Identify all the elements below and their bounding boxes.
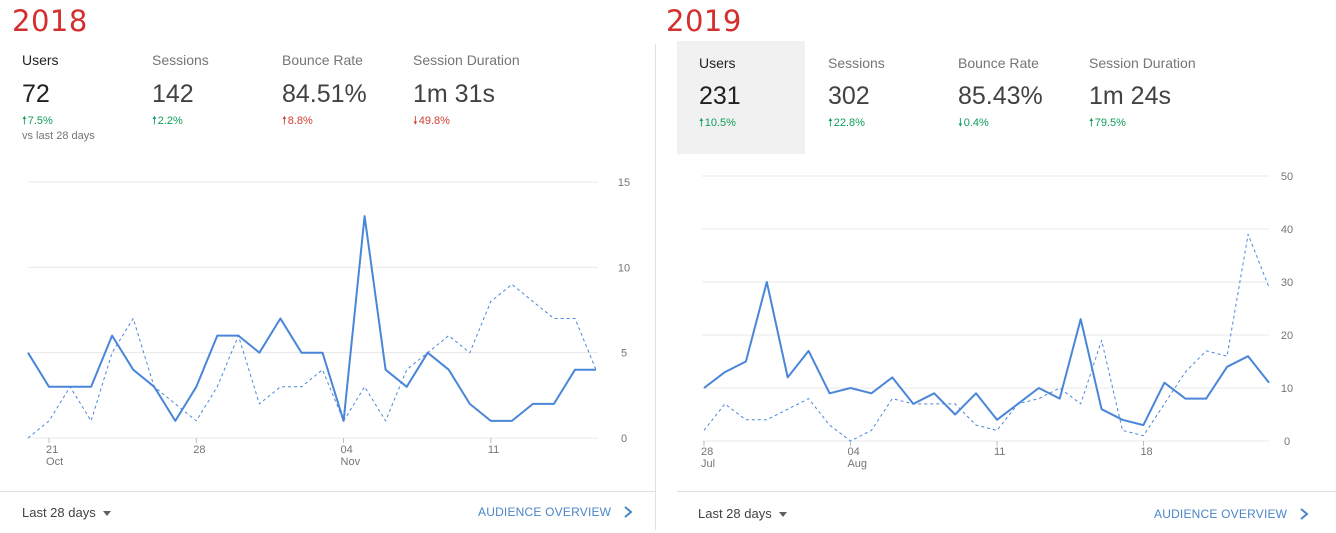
metric-label: Users	[22, 52, 59, 68]
metric-change-value: 0.4%	[963, 117, 989, 129]
metric-change: 🠕22.8%	[828, 114, 865, 133]
metric-change: 🠕8.8%	[282, 112, 313, 131]
metric-users[interactable]: Users 72 🠕7.5% vs last 28 days	[0, 42, 128, 154]
metric-change: 🠕10.5%	[699, 114, 736, 133]
y-tick-label: 0	[1284, 436, 1290, 448]
metric-change-value: 79.5%	[1094, 117, 1126, 129]
y-tick-label: 15	[618, 177, 630, 189]
arrow-up-icon: 🠕	[699, 117, 704, 129]
metric-label: Bounce Rate	[282, 52, 363, 68]
caret-down-icon	[102, 511, 111, 517]
x-tick-label: 04	[341, 444, 353, 456]
x-tick-month-label: Jul	[701, 458, 715, 470]
arrow-down-icon: 🠗	[958, 117, 963, 129]
metric-label: Session Duration	[1089, 55, 1196, 71]
metric-change-value: 10.5%	[704, 117, 736, 129]
metric-change-value: 22.8%	[833, 117, 865, 129]
metric-change: 🠗49.8%	[413, 112, 450, 131]
x-tick-label: 04	[847, 446, 859, 458]
metric-value: 72	[22, 80, 50, 108]
caret-down-icon	[778, 512, 787, 518]
metric-change-value: 49.8%	[418, 115, 450, 127]
y-tick-label: 40	[1281, 224, 1293, 236]
comparison-series-line	[703, 233, 1270, 442]
x-tick-label: 21	[46, 444, 58, 456]
metric-label: Sessions	[828, 55, 885, 71]
y-tick-label: 30	[1281, 277, 1293, 289]
metric-change: 🠕7.5%	[22, 112, 53, 131]
metric-label: Session Duration	[413, 52, 520, 68]
metric-change-value: 8.8%	[287, 115, 313, 127]
x-tick-label: 18	[1140, 446, 1152, 458]
metric-value: 85.43%	[958, 82, 1043, 110]
metric-sessions[interactable]: Sessions 142 🠕2.2%	[130, 42, 258, 154]
metric-value: 1m 24s	[1089, 82, 1171, 110]
date-range-dropdown[interactable]: Last 28 days	[698, 506, 787, 521]
audience-overview-link[interactable]: AUDIENCE OVERVIEW	[478, 505, 612, 519]
footer-divider	[0, 491, 655, 492]
arrow-up-icon: 🠕	[282, 115, 287, 127]
metric-value: 142	[152, 80, 194, 108]
panel-2018: 2018 Users 72 🠕7.5% vs last 28 days Sess…	[0, 0, 655, 533]
chevron-right-icon[interactable]	[1297, 507, 1311, 521]
metric-session-duration[interactable]: Session Duration 1m 31s 🠗49.8%	[391, 42, 541, 154]
comparison-note: vs last 28 days	[22, 130, 95, 142]
metric-change: 🠗0.4%	[958, 114, 989, 133]
users-series-line	[27, 215, 596, 422]
metric-bounce-rate[interactable]: Bounce Rate 84.51% 🠕8.8%	[260, 42, 388, 154]
chevron-right-icon[interactable]	[621, 505, 635, 519]
metric-value: 302	[828, 82, 870, 110]
x-tick-label: 11	[488, 444, 499, 456]
users-series-line	[703, 281, 1270, 427]
y-tick-label: 20	[1281, 330, 1293, 342]
arrow-up-icon: 🠕	[22, 115, 27, 127]
x-tick-label: 11	[994, 446, 1005, 458]
x-tick-label: 28	[701, 446, 713, 458]
metric-users[interactable]: Users 231 🠕10.5%	[677, 41, 805, 154]
metric-label: Bounce Rate	[958, 55, 1039, 71]
metric-label: Users	[699, 55, 736, 71]
year-label-2019: 2019	[666, 4, 742, 38]
arrow-up-icon: 🠕	[152, 115, 157, 127]
metric-bounce-rate[interactable]: Bounce Rate 85.43% 🠗0.4%	[936, 41, 1064, 153]
metric-change: 🠕2.2%	[152, 112, 183, 131]
metric-label: Sessions	[152, 52, 209, 68]
date-range-dropdown[interactable]: Last 28 days	[22, 505, 111, 520]
footer-divider	[677, 491, 1336, 492]
metric-sessions[interactable]: Sessions 302 🠕22.8%	[806, 41, 934, 153]
year-label-2018: 2018	[12, 4, 88, 38]
metric-value: 84.51%	[282, 80, 367, 108]
y-tick-label: 5	[621, 348, 627, 360]
comparison-series-line	[27, 283, 597, 439]
x-tick-month-label: Aug	[847, 458, 867, 470]
metric-value: 231	[699, 82, 741, 110]
metric-value: 1m 31s	[413, 80, 495, 108]
x-tick-month-label: Nov	[341, 456, 361, 468]
metric-session-duration[interactable]: Session Duration 1m 24s 🠕79.5%	[1067, 41, 1217, 153]
y-tick-label: 10	[1281, 383, 1293, 395]
y-tick-label: 0	[621, 433, 627, 445]
date-range-label: Last 28 days	[698, 506, 772, 521]
arrow-up-icon: 🠕	[828, 117, 833, 129]
arrow-up-icon: 🠕	[1089, 117, 1094, 129]
arrow-down-icon: 🠗	[413, 115, 418, 127]
y-tick-label: 10	[618, 262, 630, 274]
audience-overview-link[interactable]: AUDIENCE OVERVIEW	[1154, 507, 1288, 521]
date-range-label: Last 28 days	[22, 505, 96, 520]
panel-divider	[655, 44, 656, 530]
panel-2019: 2019 Users 231 🠕10.5% Sessions 302 🠕22.8…	[657, 0, 1336, 533]
x-tick-month-label: Oct	[46, 456, 63, 468]
y-tick-label: 50	[1281, 171, 1293, 183]
metric-change-value: 2.2%	[157, 115, 183, 127]
metric-change-value: 7.5%	[27, 115, 53, 127]
metric-change: 🠕79.5%	[1089, 114, 1126, 133]
x-tick-label: 28	[193, 444, 205, 456]
